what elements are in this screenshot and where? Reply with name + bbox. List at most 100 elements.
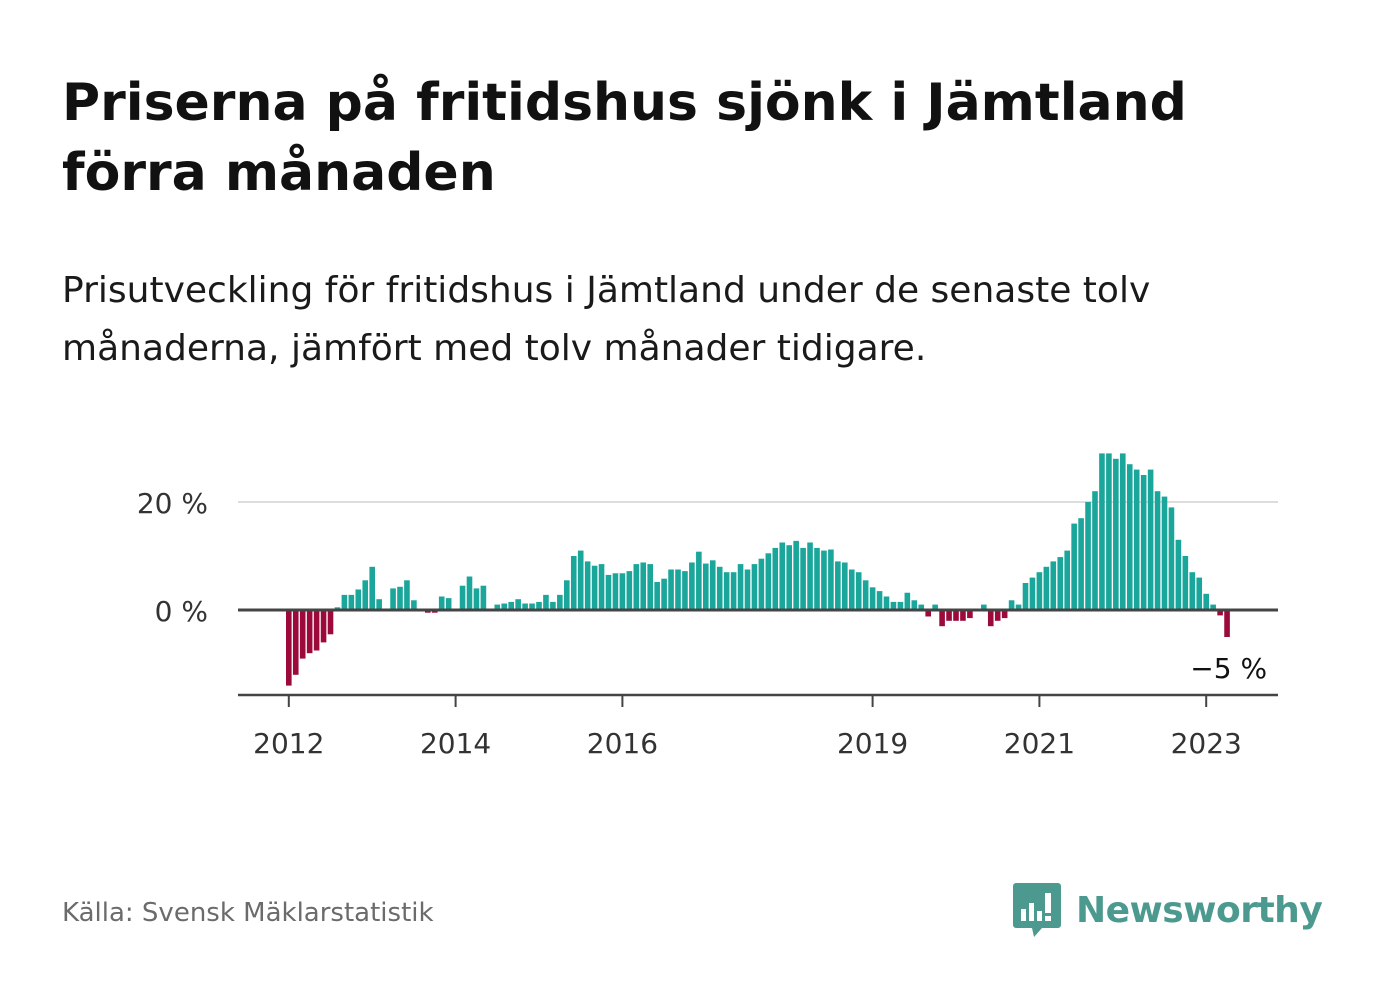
bar <box>550 601 556 610</box>
bar <box>584 561 591 610</box>
bar <box>654 581 660 610</box>
bar <box>508 601 514 610</box>
source-note: Källa: Svensk Mäklarstatistik <box>62 898 434 928</box>
bar <box>640 562 647 610</box>
bar <box>1126 464 1133 610</box>
bar <box>619 573 626 610</box>
bar <box>744 569 751 610</box>
bar <box>390 588 396 610</box>
bar <box>473 588 480 610</box>
bar <box>869 587 876 610</box>
bar <box>967 610 973 619</box>
bar <box>862 580 869 610</box>
bar <box>668 569 674 610</box>
bar <box>730 572 737 610</box>
bar <box>987 610 994 627</box>
bar <box>438 596 445 610</box>
bars <box>286 453 1230 686</box>
bar <box>1085 502 1091 610</box>
bar <box>848 569 855 610</box>
bar <box>369 566 375 610</box>
bar <box>494 604 501 610</box>
bar <box>765 553 772 610</box>
bar <box>911 600 918 610</box>
bar <box>348 594 355 610</box>
bar <box>682 571 688 610</box>
bar <box>1050 561 1057 610</box>
bar <box>515 599 521 610</box>
bar <box>1189 572 1196 610</box>
bar <box>605 574 612 610</box>
bar <box>758 558 765 610</box>
bar <box>306 610 313 654</box>
bar <box>1203 593 1209 610</box>
x-tick-label: 2012 <box>253 727 324 760</box>
end-value-label: −5 % <box>1190 652 1267 685</box>
bar <box>286 610 292 686</box>
bar <box>1001 610 1008 619</box>
bar <box>626 571 633 610</box>
bar <box>598 564 605 610</box>
bar <box>786 545 792 610</box>
bar <box>793 540 799 610</box>
x-tick-label: 2023 <box>1171 727 1242 760</box>
bar <box>564 580 570 610</box>
bar <box>299 610 306 659</box>
brand-name: Newsworthy <box>1076 889 1323 931</box>
bar <box>723 572 730 610</box>
bar <box>737 564 744 610</box>
bar <box>376 599 382 610</box>
bar <box>320 610 327 643</box>
bar <box>543 594 549 610</box>
bar <box>925 610 931 617</box>
bar <box>1008 600 1015 610</box>
bar <box>1182 556 1189 610</box>
bar <box>1154 491 1161 610</box>
bar <box>751 564 758 610</box>
bar <box>1161 496 1168 610</box>
bar <box>939 610 945 627</box>
bar <box>647 564 653 610</box>
axes <box>238 608 1278 707</box>
bar <box>557 594 563 610</box>
bar <box>1133 469 1140 610</box>
bar <box>876 591 883 610</box>
bar <box>800 547 806 610</box>
bar <box>1106 453 1112 610</box>
bar <box>904 592 911 610</box>
bar <box>946 610 952 621</box>
labels: 0 % 20 % 2012 2014 2016 2019 2021 2023 −5 % <box>137 487 1267 760</box>
bar <box>709 560 716 610</box>
bar <box>327 610 334 635</box>
bar <box>591 565 598 610</box>
bar <box>1168 507 1175 610</box>
bar <box>689 562 695 610</box>
bar <box>501 603 508 610</box>
bar <box>814 547 820 610</box>
bar <box>883 596 890 610</box>
bar <box>1120 453 1126 610</box>
newsworthy-logo: Newsworthy <box>1012 880 1323 940</box>
bar <box>779 542 786 610</box>
bar <box>355 589 362 610</box>
bar <box>855 572 862 610</box>
bar <box>1071 523 1077 610</box>
bar <box>842 562 848 610</box>
bar <box>633 564 640 610</box>
bar <box>835 561 841 610</box>
y-tick-label: 20 % <box>137 487 208 520</box>
bar <box>1147 469 1154 610</box>
y-tick-label: 0 % <box>155 595 208 628</box>
bar <box>445 598 452 610</box>
bar <box>411 600 417 610</box>
bar-chart-icon <box>1013 883 1061 937</box>
bar <box>577 550 584 610</box>
bar <box>1092 491 1098 610</box>
page-subtitle: Prisutveckling för fritidshus i Jämtland… <box>62 270 1151 369</box>
bar <box>313 610 320 651</box>
bar <box>1224 610 1230 637</box>
bar <box>1078 518 1084 610</box>
bar <box>1217 610 1223 616</box>
bar <box>1029 577 1036 610</box>
